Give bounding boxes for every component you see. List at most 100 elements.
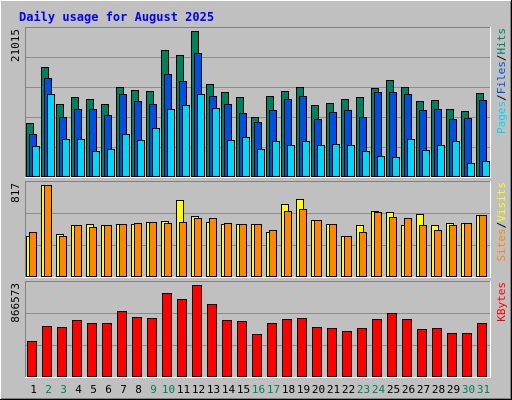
- bar-pages-day-14: [227, 140, 235, 177]
- day-label-13: 13: [207, 383, 220, 396]
- bar-pages-day-23: [362, 151, 370, 177]
- bar-kbytes-day-9: [147, 318, 157, 377]
- bar-kbytes-day-12: [192, 285, 202, 377]
- bar-sites-day-3: [59, 236, 67, 277]
- panel-kbytes: 866573 KBytes: [9, 281, 508, 378]
- legend-entry-files: Files: [495, 61, 508, 94]
- bar-sites-day-25: [389, 217, 397, 277]
- legend-separator: /: [495, 94, 508, 101]
- day-label-2: 2: [45, 383, 52, 396]
- bar-pages-day-2: [47, 94, 55, 177]
- day-label-24: 24: [372, 383, 386, 396]
- day-label-10: 10: [162, 383, 175, 396]
- bar-pages-day-11: [182, 105, 190, 177]
- legend: Sites/Visits: [495, 182, 508, 262]
- bar-pages-day-3: [62, 139, 70, 177]
- bar-sites-day-28: [434, 230, 442, 277]
- bar-sites-day-19: [299, 209, 307, 277]
- series-sites: [29, 185, 487, 277]
- bar-sites-day-13: [209, 218, 217, 277]
- day-label-3: 3: [60, 383, 67, 396]
- bar-kbytes-day-17: [267, 323, 277, 377]
- bar-pages-day-7: [122, 134, 130, 177]
- legend-entry-pages: Pages: [495, 101, 508, 134]
- day-label-11: 11: [177, 383, 190, 396]
- day-label-27: 27: [417, 383, 430, 396]
- bar-sites-day-9: [149, 222, 157, 277]
- bar-sites-day-5: [89, 227, 97, 277]
- series-pages: [32, 94, 490, 177]
- bar-pages-day-6: [107, 149, 115, 177]
- bar-kbytes-day-10: [162, 293, 172, 377]
- bar-kbytes-day-13: [207, 304, 217, 377]
- bar-kbytes-day-27: [417, 329, 427, 377]
- bar-pages-day-9: [152, 128, 160, 177]
- day-label-15: 15: [237, 383, 250, 396]
- bar-kbytes-day-16: [252, 334, 262, 377]
- bar-pages-day-5: [92, 151, 100, 177]
- bar-pages-day-20: [317, 145, 325, 177]
- bar-kbytes-day-19: [297, 318, 307, 377]
- day-label-9: 9: [150, 383, 157, 396]
- bar-kbytes-day-30: [462, 333, 472, 377]
- bar-sites-day-8: [134, 223, 142, 277]
- bar-kbytes-day-7: [117, 311, 127, 377]
- day-label-1: 1: [30, 383, 37, 396]
- bar-sites-day-20: [314, 220, 322, 277]
- day-label-23: 23: [357, 383, 370, 396]
- bar-sites-day-30: [464, 223, 472, 277]
- chart-title: Daily usage for August 2025: [19, 10, 214, 24]
- bar-pages-day-29: [452, 141, 460, 177]
- bar-kbytes-day-21: [327, 328, 337, 377]
- bar-sites-day-2: [44, 185, 52, 277]
- bar-pages-day-27: [422, 150, 430, 177]
- bar-pages-day-12: [197, 94, 205, 177]
- bar-sites-day-16: [254, 224, 262, 277]
- day-label-4: 4: [75, 383, 82, 396]
- panel-visits-sites: 817 Sites/Visits: [9, 181, 508, 278]
- bar-kbytes-day-24: [372, 319, 382, 377]
- bar-sites-day-27: [419, 225, 427, 277]
- bar-kbytes-day-18: [282, 319, 292, 377]
- day-label-12: 12: [192, 383, 205, 396]
- series-kbytes: [27, 285, 487, 377]
- day-label-29: 29: [447, 383, 460, 396]
- day-label-21: 21: [327, 383, 340, 396]
- legend-entry-visits: Visits: [495, 182, 508, 222]
- bar-sites-day-1: [29, 232, 37, 277]
- bar-sites-day-14: [224, 223, 232, 277]
- bar-sites-day-18: [284, 211, 292, 277]
- bar-kbytes-day-1: [27, 341, 37, 377]
- bar-sites-day-23: [359, 232, 367, 277]
- bar-pages-day-4: [77, 139, 85, 177]
- legend-entry-sites: Sites: [495, 228, 508, 261]
- y-max-label: 866573: [9, 283, 22, 323]
- bar-pages-day-25: [392, 157, 400, 177]
- bar-pages-day-26: [407, 139, 415, 177]
- bar-sites-day-6: [104, 225, 112, 277]
- bar-sites-day-31: [479, 215, 487, 277]
- bar-sites-day-21: [329, 224, 337, 277]
- day-label-7: 7: [120, 383, 127, 396]
- bar-kbytes-day-26: [402, 319, 412, 377]
- bar-kbytes-day-3: [57, 327, 67, 377]
- bar-kbytes-day-25: [387, 313, 397, 377]
- day-label-8: 8: [135, 383, 142, 396]
- day-label-6: 6: [105, 383, 112, 396]
- day-label-5: 5: [90, 383, 97, 396]
- day-label-14: 14: [222, 383, 236, 396]
- bar-pages-day-30: [467, 163, 475, 177]
- y-max-label: 21015: [9, 29, 22, 62]
- bar-kbytes-day-2: [42, 326, 52, 377]
- day-label-20: 20: [312, 383, 325, 396]
- bar-pages-day-8: [137, 140, 145, 177]
- bar-sites-day-17: [269, 230, 277, 277]
- bar-pages-day-24: [377, 156, 385, 177]
- bar-pages-day-18: [287, 145, 295, 177]
- bar-pages-day-19: [302, 141, 310, 177]
- bar-pages-day-22: [347, 145, 355, 177]
- bar-pages-day-10: [167, 109, 175, 177]
- bar-sites-day-26: [404, 218, 412, 277]
